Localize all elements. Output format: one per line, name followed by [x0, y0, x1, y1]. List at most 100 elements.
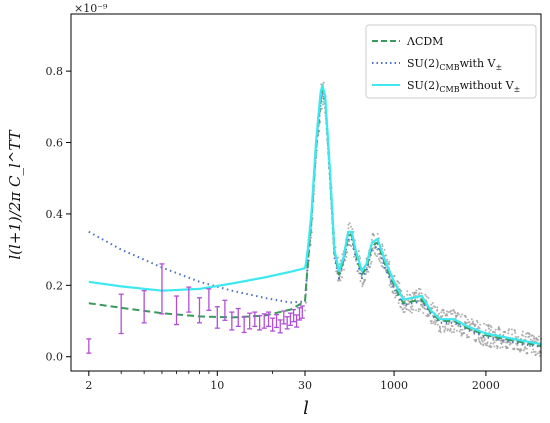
scatter-point — [513, 329, 516, 332]
scatter-point — [445, 313, 448, 315]
scatter-point — [452, 309, 455, 311]
scatter-point — [391, 290, 394, 293]
scatter-point — [533, 337, 536, 340]
scatter-point — [347, 227, 350, 230]
scatter-point — [490, 345, 493, 348]
scatter-point — [418, 299, 421, 302]
scatter-point — [442, 312, 445, 314]
scatter-point — [454, 311, 457, 314]
scatter-point — [481, 340, 484, 343]
scatter-point — [373, 252, 376, 255]
legend-without-v-sub: CMB — [439, 85, 459, 94]
scatter-point — [415, 292, 418, 294]
scatter-point — [356, 269, 359, 272]
scatter-point — [508, 328, 511, 331]
scatter-point — [411, 291, 414, 294]
scatter-point — [493, 345, 496, 348]
scatter-point — [456, 312, 459, 314]
scatter-point — [403, 310, 406, 313]
scatter-point — [457, 325, 460, 328]
legend-without-v-rest: without V — [460, 79, 515, 92]
scatter-point — [477, 336, 480, 339]
error-bar — [159, 263, 165, 315]
scatter-point — [421, 306, 424, 309]
scatter-point — [362, 283, 364, 286]
scatter-point — [400, 290, 403, 292]
error-bar — [206, 288, 212, 311]
error-bar — [86, 338, 92, 354]
scatter-point — [434, 319, 437, 322]
series-line-2 — [88, 84, 542, 346]
scatter-point — [422, 312, 425, 314]
scatter-point — [517, 335, 520, 338]
scatter-point — [488, 344, 491, 347]
legend-box — [365, 24, 537, 99]
scatter-point — [534, 354, 537, 356]
x-tick-label: 2 — [85, 379, 92, 392]
scatter-point — [447, 328, 449, 331]
scatter-point — [533, 340, 536, 343]
scatter-point — [460, 334, 463, 337]
scatter-point — [528, 333, 531, 336]
scatter-point — [428, 314, 431, 317]
scatter-point — [434, 323, 437, 326]
scatter-point — [509, 342, 512, 345]
scatter-point — [417, 300, 419, 303]
error-bar — [196, 297, 202, 324]
scatter-point — [532, 348, 535, 351]
scatter-point — [492, 339, 495, 342]
error-bar — [281, 310, 287, 325]
scatter-point — [521, 330, 524, 333]
scatter-point — [487, 327, 490, 330]
scatter-point — [337, 256, 340, 259]
error-bar — [247, 312, 253, 330]
scatter-point — [532, 351, 535, 353]
x-axis-ticks: 2 10 30 1000 2000 — [85, 371, 500, 392]
scatter-point — [493, 331, 496, 334]
plot-frame — [70, 13, 542, 372]
scatter-point — [417, 310, 420, 313]
error-bar — [174, 295, 180, 326]
scatter-point — [369, 262, 372, 265]
scatter-point — [441, 315, 444, 317]
scatter-point — [377, 253, 380, 256]
error-bar — [299, 305, 305, 319]
scatter-point — [436, 306, 439, 309]
scatter-point — [528, 335, 531, 338]
scatter-point — [390, 286, 393, 289]
scatter-point — [463, 332, 466, 334]
scatter-point — [464, 316, 467, 319]
scatter-point — [438, 325, 441, 328]
scatter-point — [479, 342, 482, 345]
scatter-point — [359, 257, 362, 260]
scatter-point — [450, 309, 452, 312]
y-axis-label: l(l+1)/2π C_l^TT — [6, 129, 24, 259]
scatter-point — [440, 311, 443, 314]
scatter-point — [533, 335, 535, 338]
scatter-point — [435, 321, 437, 324]
scatter-point — [394, 296, 397, 299]
scatter-point — [475, 339, 478, 341]
scatter-point — [477, 325, 480, 328]
scatter-point — [443, 329, 446, 332]
scatter-point — [406, 293, 409, 296]
scatter-point — [388, 284, 391, 287]
scatter-point — [529, 338, 532, 341]
scatter-point — [363, 280, 366, 283]
scatter-point — [407, 309, 410, 311]
scatter-point — [304, 309, 307, 312]
scatter-point — [411, 305, 414, 308]
error-bar — [241, 316, 247, 334]
scatter-point — [491, 335, 494, 338]
error-bar — [270, 317, 276, 332]
scatter-point — [441, 325, 444, 328]
scatter-point — [347, 223, 350, 226]
y-tick-label: 0.8 — [46, 65, 64, 78]
scatter-point — [520, 349, 523, 352]
scatter-point — [383, 248, 386, 251]
scatter-point — [522, 334, 525, 337]
legend-with-v-rest: with V — [460, 57, 497, 70]
error-bar — [229, 311, 235, 331]
scatter-point — [402, 308, 404, 311]
scatter-point — [388, 263, 390, 266]
